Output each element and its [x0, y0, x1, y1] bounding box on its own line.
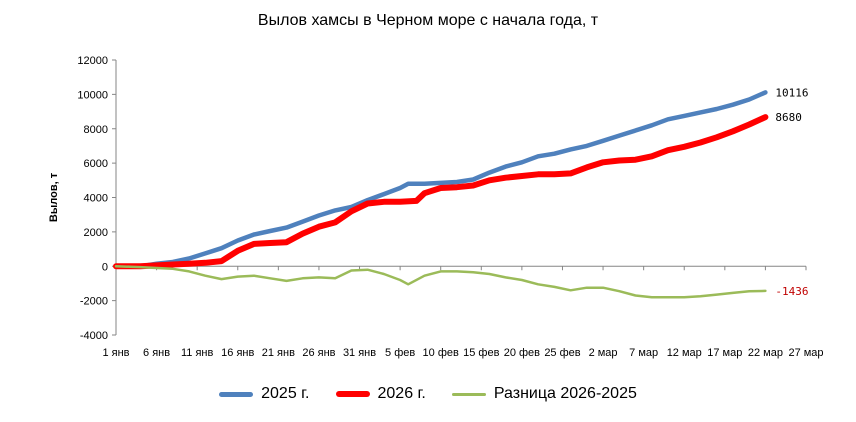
legend-label: 2025 г. [261, 385, 310, 402]
x-tick-label: 20 фев [504, 347, 540, 359]
y-tick-label: -4000 [80, 330, 108, 342]
x-tick-label: 22 мар [748, 347, 783, 359]
y-tick-label: 2000 [84, 227, 108, 239]
x-tick-label: 31 янв [343, 347, 376, 359]
x-tick-label: 2 мар [589, 347, 618, 359]
line-chart: 12000 10000 8000 6000 4000 2000 0 -2000 -4000 1 я… [48, 55, 824, 359]
x-tick-label: 10 фев [423, 347, 459, 359]
end-label-3: -1436 [775, 285, 808, 298]
x-tick-label: 7 мар [629, 347, 658, 359]
x-tick-label: 21 янв [262, 347, 295, 359]
axes: 12000 10000 8000 6000 4000 2000 0 -2000 -4000 1 я… [48, 55, 824, 359]
end-label-2: 8680 [775, 111, 802, 124]
y-tick-label: 6000 [84, 158, 108, 170]
x-tick-label: 12 мар [667, 347, 702, 359]
legend-label: Разница 2026-2025 [493, 385, 637, 402]
series-layer [113, 90, 769, 299]
y-axis-label: Вылов, т [48, 172, 60, 222]
y-tick-label: 10000 [77, 89, 108, 101]
x-tick-label: 1 янв [102, 347, 129, 359]
x-tick-label: 6 янв [143, 347, 170, 359]
legend-item-3: Разница 2026-2025 [451, 385, 637, 403]
x-tick-label: 15 фев [463, 347, 499, 359]
y-tick-label: 4000 [84, 193, 108, 205]
x-tick-label: 5 фев [385, 347, 415, 359]
end-labels: 10116 8680 -1436 [775, 86, 808, 298]
legend-swatch [451, 392, 486, 396]
legend-swatch [219, 391, 254, 397]
legend-item-2: 2026 г. [335, 385, 426, 403]
x-tick-label: 26 янв [302, 347, 335, 359]
legend-item-1: 2025 г. [219, 385, 310, 403]
x-tick-label: 16 янв [221, 347, 254, 359]
series-line-3 [114, 265, 767, 299]
x-tick-label: 27 мар [788, 347, 823, 359]
y-tick-label: 8000 [84, 124, 108, 136]
legend: 2025 г. 2026 г. Разница 2026-2025 [0, 385, 856, 403]
y-tick-label: 0 [102, 261, 108, 273]
legend-swatch [335, 391, 370, 397]
end-label-1: 10116 [775, 86, 808, 99]
y-tick-label: -2000 [80, 296, 108, 308]
chart-title: Вылов хамсы в Черном море с начала года,… [257, 12, 599, 29]
series-line-2 [113, 114, 769, 270]
legend-label: 2026 г. [377, 385, 426, 402]
y-tick-label: 12000 [77, 55, 108, 67]
x-tick-label: 11 янв [181, 347, 214, 359]
x-tick-label: 25 фев [544, 347, 580, 359]
x-tick-label: 17 мар [707, 347, 742, 359]
series-line-1 [113, 90, 768, 269]
